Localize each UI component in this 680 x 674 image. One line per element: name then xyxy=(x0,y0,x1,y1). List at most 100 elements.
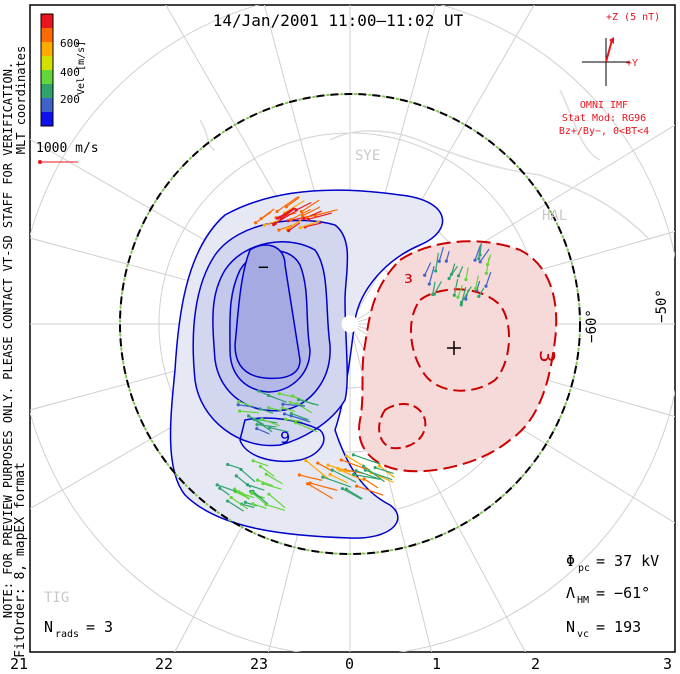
velocity-vector xyxy=(339,469,365,482)
velocity-vector-origin xyxy=(474,287,478,291)
velocity-vector xyxy=(465,267,469,280)
velocity-vector xyxy=(355,470,379,480)
velocity-vector-origin xyxy=(267,406,271,410)
velocity-vector-origin xyxy=(260,417,264,421)
colorbar-swatch xyxy=(41,28,53,43)
velocity-vector xyxy=(262,483,282,490)
velocity-vector xyxy=(256,428,270,435)
velocity-vector xyxy=(435,252,439,272)
velocity-vector xyxy=(296,201,312,211)
mlt-label-1: 1 xyxy=(432,655,441,673)
velocity-vector-origin xyxy=(226,499,230,503)
velocity-vector-origin xyxy=(447,276,451,281)
velocity-vector-origin xyxy=(245,483,250,487)
velocity-vector-origin xyxy=(423,273,427,277)
site-label-hal: HAL xyxy=(542,208,567,224)
velocity-vector xyxy=(445,250,450,262)
colorbar-swatch xyxy=(41,42,53,57)
colorbar-swatch xyxy=(41,14,53,29)
velocity-vector-origin xyxy=(308,481,312,485)
velocity-vector xyxy=(375,467,394,475)
velocity-vector xyxy=(301,199,320,213)
velocity-vector xyxy=(307,483,333,500)
velocity-vector xyxy=(247,484,265,491)
stat-phi-pc: Φ pc = 37 kV xyxy=(566,552,659,574)
svg-text:rads: rads xyxy=(55,629,79,640)
velocity-vector-origin xyxy=(258,464,263,469)
velocity-vector-origin xyxy=(373,466,377,470)
velocity-vector xyxy=(268,493,286,509)
svg-text:= −61°: = −61° xyxy=(596,584,650,602)
velocity-vector xyxy=(432,281,436,295)
velocity-vector xyxy=(240,469,256,483)
velocity-vector-origin xyxy=(449,272,454,277)
velocity-vector-origin xyxy=(484,271,488,275)
velocity-vector xyxy=(363,478,379,489)
velocity-vector-origin xyxy=(464,277,468,282)
velocity-vector xyxy=(241,492,254,499)
velocity-vector xyxy=(298,399,319,406)
velocity-vector xyxy=(474,244,482,261)
velocity-vector xyxy=(295,422,318,433)
velocity-vector-origin xyxy=(306,482,310,486)
velocity-vector-origin xyxy=(273,221,278,225)
velocity-vector xyxy=(322,476,352,488)
velocity-vector xyxy=(306,211,328,219)
velocity-vector-origin xyxy=(275,209,279,214)
velocity-vector xyxy=(282,403,306,407)
velocity-vector-origin xyxy=(289,411,293,416)
velocity-vector xyxy=(305,222,322,228)
contour-label-neg-mid: 9 xyxy=(280,428,290,447)
velocity-vector-origin xyxy=(277,392,282,396)
map-title: 14/Jan/2001 11:00–11:02 UT xyxy=(213,11,464,30)
colorbar-swatch xyxy=(41,84,53,99)
heppner-maynard-boundary xyxy=(119,93,581,555)
velocity-vector-origin xyxy=(267,393,271,398)
velocity-vector xyxy=(255,211,272,224)
velocity-vector xyxy=(238,401,252,407)
coords-label: MLT coordinates xyxy=(14,46,28,154)
velocity-vector-origin xyxy=(456,274,461,278)
velocity-vector-origin xyxy=(456,295,460,299)
colorbar: 600 400 200 Vel [m/s] xyxy=(40,13,87,127)
velocity-vector-origin xyxy=(477,294,481,299)
velocity-vector-origin xyxy=(339,458,343,462)
velocity-vector-origin xyxy=(290,394,295,398)
colorbar-swatch xyxy=(41,56,53,71)
velocity-vector-origin xyxy=(229,495,233,500)
velocity-vector xyxy=(280,207,297,218)
contour-label-pos-top: ³ xyxy=(404,271,413,296)
velocity-vector-origin xyxy=(255,422,259,427)
hmb-overlay xyxy=(119,93,581,555)
velocity-vector xyxy=(438,246,444,262)
velocity-vector xyxy=(428,265,435,285)
svg-text:N: N xyxy=(44,618,53,636)
velocity-vector xyxy=(290,415,311,423)
velocity-vector xyxy=(252,460,269,467)
velocity-vector-origin xyxy=(258,407,262,411)
velocity-vector xyxy=(479,248,490,263)
velocity-vector-origin xyxy=(484,284,488,288)
velocity-vector-origin xyxy=(296,398,301,402)
velocity-vector-origin xyxy=(277,228,281,232)
svg-text:vc: vc xyxy=(577,629,589,640)
velocity-vector-origin xyxy=(251,502,255,506)
coastline xyxy=(199,89,651,241)
velocity-vector xyxy=(291,412,309,421)
velocity-vector xyxy=(457,266,464,277)
contour-label-pos-right: 3 xyxy=(535,350,559,363)
velocity-vector xyxy=(486,254,492,265)
latitude-label-50: −50° xyxy=(654,289,670,323)
velocity-vector xyxy=(239,410,260,414)
velocity-vector xyxy=(275,210,297,224)
velocity-vector xyxy=(276,195,299,212)
velocity-vector xyxy=(252,490,269,505)
velocity-vector-origin xyxy=(264,472,268,476)
velocity-vector xyxy=(285,418,302,423)
velocity-vector xyxy=(460,286,472,303)
velocity-vector-origin xyxy=(293,421,298,425)
velocity-vector-origin xyxy=(251,459,255,463)
velocity-vector-origin xyxy=(236,403,240,407)
velocity-vector-origin xyxy=(250,491,254,495)
mlt-label-0: 0 xyxy=(345,655,354,673)
